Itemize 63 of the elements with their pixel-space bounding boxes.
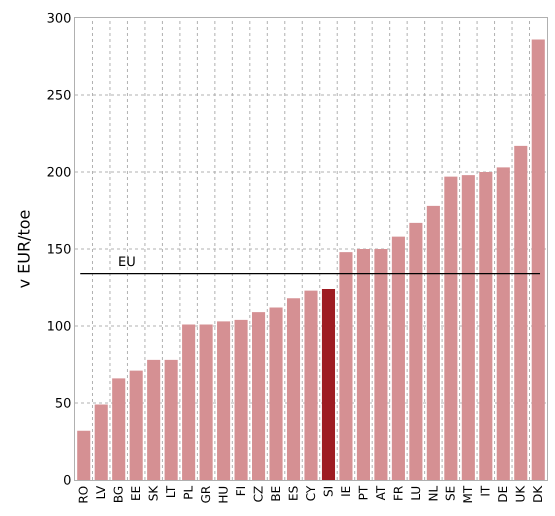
y-axis-title: v EUR/toe (14, 210, 34, 288)
x-tick-label: SE (444, 486, 458, 502)
y-tick-label: 0 (63, 474, 72, 489)
x-tick-label: FR (391, 486, 406, 502)
x-tick-label: SI (321, 486, 336, 497)
x-tick-label: EE (129, 486, 144, 501)
bar (374, 249, 388, 480)
bar (426, 206, 440, 480)
bar (496, 167, 510, 480)
x-tick-label: AT (374, 485, 388, 500)
y-tick-label: 250 (46, 88, 72, 104)
bar (532, 40, 545, 480)
bar (200, 324, 213, 480)
x-tick-label: DE (496, 486, 510, 503)
bar (130, 370, 143, 480)
x-tick-label: MT (461, 485, 476, 504)
x-tick-label: FI (234, 486, 248, 496)
y-tick-label: 200 (46, 166, 72, 181)
bar (252, 312, 266, 480)
bar (356, 249, 370, 480)
x-tick-label: RO (76, 486, 91, 504)
x-tick-label: DK (531, 484, 546, 503)
y-tick-label: 50 (54, 396, 72, 412)
bar (217, 321, 230, 480)
y-tick-label: 300 (46, 12, 72, 27)
bar (514, 146, 528, 480)
bar (164, 360, 178, 480)
x-tick-label: ES (286, 486, 300, 502)
x-tick-label: LV (94, 485, 108, 500)
bar (94, 404, 108, 480)
ref-line-label: EU (118, 255, 136, 270)
bar (77, 430, 90, 480)
y-tick-label: 150 (46, 242, 72, 258)
bar (304, 290, 318, 480)
x-tick-label: PL (182, 485, 196, 500)
x-tick-label: HU (216, 486, 230, 504)
x-tick-label: LU (408, 486, 423, 501)
bar (462, 175, 475, 480)
bar (322, 289, 336, 480)
x-tick-label: BE (268, 486, 283, 502)
x-tick-label: GR (199, 486, 214, 504)
bar (392, 236, 405, 480)
bar (286, 298, 300, 480)
x-tick-label: CZ (251, 486, 266, 502)
x-tick-label: CY (304, 485, 318, 502)
x-tick-label: PT (356, 485, 370, 500)
bar (182, 324, 196, 480)
bar (112, 378, 126, 480)
x-tick-label: UK (514, 484, 528, 502)
bar (234, 320, 248, 480)
x-tick-label: NL (426, 485, 440, 502)
y-tick-label: 100 (46, 320, 72, 335)
x-tick-label: IE (338, 486, 353, 497)
x-tick-label: BG (112, 486, 126, 504)
bar (444, 176, 458, 480)
bar (269, 308, 283, 480)
bar (339, 252, 353, 480)
bar (147, 360, 160, 480)
bar (409, 222, 422, 480)
bar (479, 172, 492, 480)
x-tick-label: LT (164, 485, 178, 498)
x-tick-label: SK (146, 484, 161, 502)
x-tick-label: IT (478, 485, 493, 497)
